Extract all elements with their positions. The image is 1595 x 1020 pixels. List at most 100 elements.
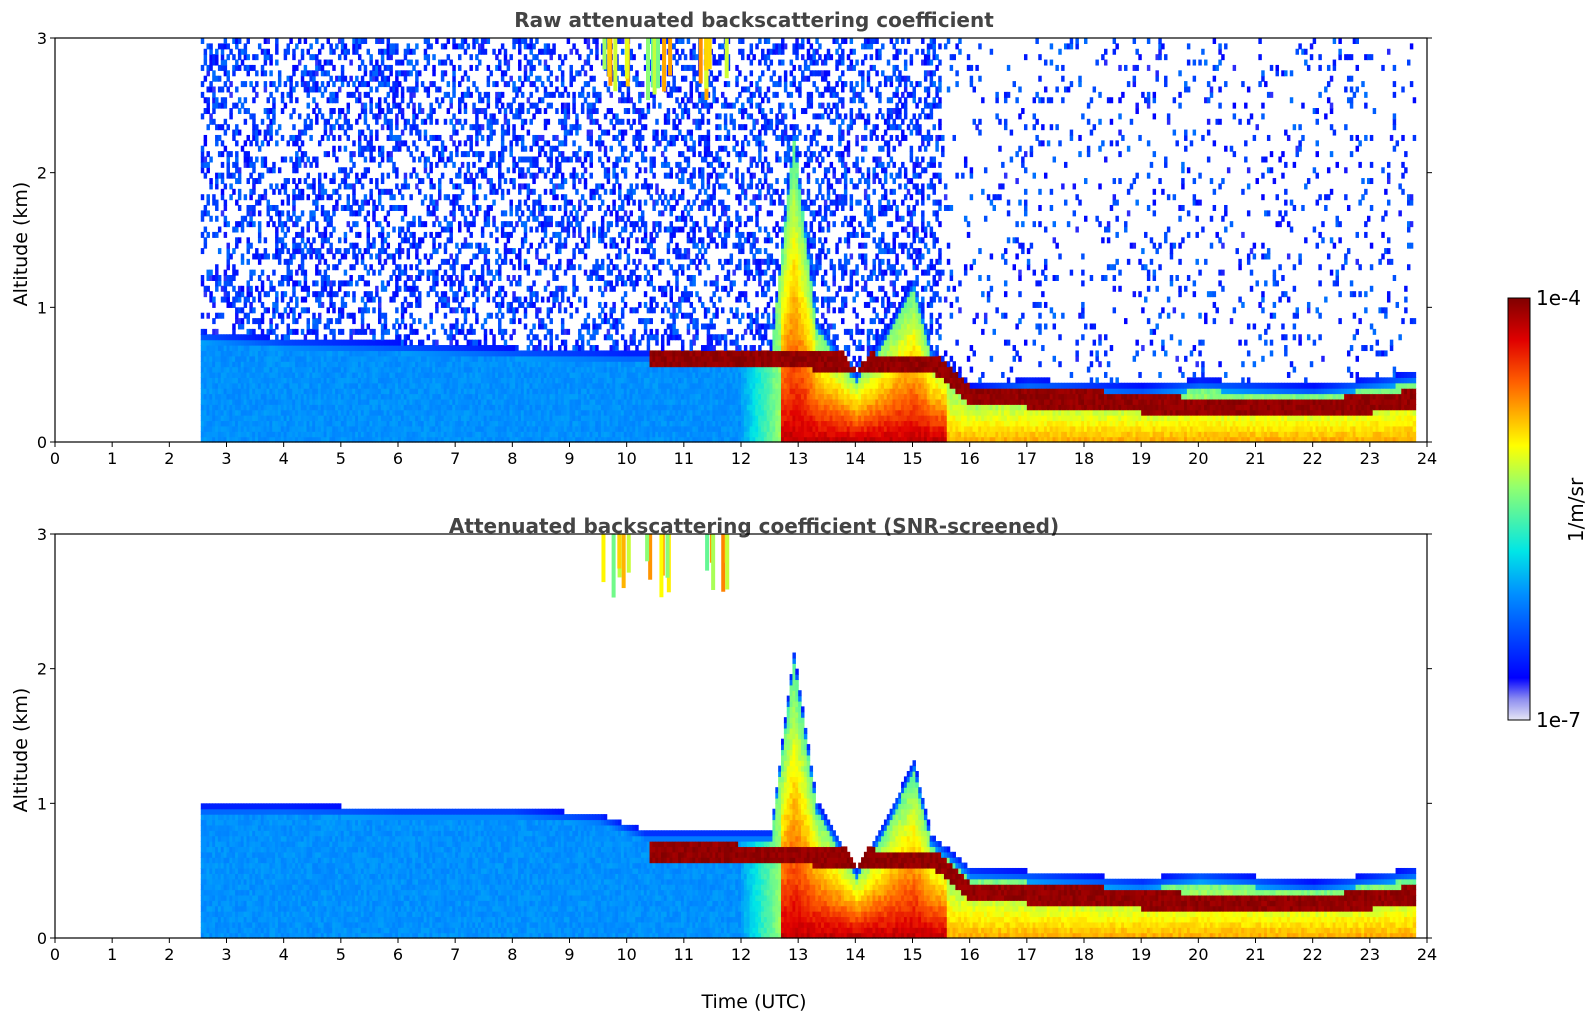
heatmap-cell bbox=[366, 377, 371, 384]
heatmap-cell bbox=[312, 371, 316, 378]
heatmap-cell bbox=[340, 371, 345, 378]
heatmap-cell bbox=[295, 409, 299, 416]
heatmap-cell bbox=[232, 285, 236, 292]
heatmap-cell bbox=[237, 178, 242, 185]
heatmap-cell bbox=[386, 231, 391, 238]
heatmap-cell bbox=[449, 388, 453, 395]
heatmap-cell bbox=[366, 248, 371, 255]
heatmap-cell bbox=[269, 280, 273, 287]
heatmap-cell bbox=[529, 415, 533, 422]
heatmap-cell bbox=[380, 226, 385, 233]
heatmap-cell bbox=[523, 312, 528, 319]
heatmap-cell bbox=[380, 172, 385, 179]
heatmap-cell bbox=[483, 328, 488, 335]
heatmap-cell bbox=[220, 436, 225, 443]
heatmap-cell bbox=[529, 70, 533, 77]
heatmap-cell bbox=[380, 377, 385, 384]
heatmap-cell bbox=[269, 420, 273, 427]
heatmap-cell bbox=[526, 183, 531, 190]
heatmap-cell bbox=[326, 393, 330, 400]
heatmap-cell bbox=[383, 237, 388, 244]
heatmap-cell bbox=[369, 194, 373, 201]
heatmap-cell bbox=[260, 382, 265, 389]
heatmap-cell bbox=[432, 371, 436, 378]
heatmap-cell bbox=[418, 361, 422, 368]
heatmap-cell bbox=[520, 172, 525, 179]
heatmap-cell bbox=[372, 355, 376, 362]
heatmap-cell bbox=[295, 388, 299, 395]
heatmap-cell bbox=[432, 398, 436, 405]
heatmap-cell bbox=[217, 345, 222, 352]
heatmap-cell bbox=[355, 242, 359, 249]
heatmap-cell bbox=[432, 425, 436, 432]
heatmap-cell bbox=[355, 398, 359, 405]
heatmap-cell bbox=[260, 377, 265, 384]
heatmap-cell bbox=[469, 409, 473, 416]
heatmap-cell bbox=[269, 355, 273, 362]
heatmap-cell bbox=[329, 425, 333, 432]
heatmap-cell bbox=[289, 81, 293, 88]
heatmap-cell bbox=[440, 258, 445, 265]
heatmap-cell bbox=[255, 318, 259, 325]
heatmap-cell bbox=[360, 59, 365, 66]
heatmap-cell bbox=[529, 145, 533, 152]
heatmap-cell bbox=[480, 393, 485, 400]
heatmap-cell bbox=[432, 54, 436, 61]
heatmap-cell bbox=[458, 183, 462, 190]
heatmap-cell bbox=[206, 312, 210, 319]
heatmap-cell bbox=[220, 334, 225, 341]
heatmap-cell bbox=[420, 398, 425, 405]
heatmap-cell bbox=[532, 388, 536, 395]
heatmap-cell bbox=[475, 118, 479, 125]
heatmap-cell bbox=[426, 91, 431, 98]
heatmap-cell bbox=[512, 291, 516, 298]
heatmap-cell bbox=[272, 307, 276, 314]
heatmap-cell bbox=[332, 425, 336, 432]
heatmap-cell bbox=[315, 70, 319, 77]
heatmap-cell bbox=[549, 264, 553, 271]
heatmap-cell bbox=[203, 393, 208, 400]
heatmap-cell bbox=[395, 124, 399, 131]
heatmap-cell bbox=[549, 215, 553, 222]
heatmap-cell bbox=[440, 388, 445, 395]
heatmap-cell bbox=[492, 48, 496, 55]
heatmap-cell bbox=[292, 420, 296, 427]
heatmap-cell bbox=[349, 393, 353, 400]
heatmap-cell bbox=[389, 296, 393, 303]
heatmap-cell bbox=[469, 371, 473, 378]
heatmap-cell bbox=[215, 388, 219, 395]
heatmap-cell bbox=[432, 366, 436, 373]
heatmap-cell bbox=[375, 382, 379, 389]
heatmap-cell bbox=[212, 91, 216, 98]
heatmap-cell bbox=[546, 382, 551, 389]
heatmap-cell bbox=[309, 43, 313, 50]
heatmap-cell bbox=[560, 366, 565, 373]
heatmap-cell bbox=[340, 296, 345, 303]
heatmap-cell bbox=[349, 334, 353, 341]
heatmap-cell bbox=[332, 350, 336, 357]
heatmap-cell bbox=[200, 38, 205, 44]
heatmap-cell bbox=[540, 296, 545, 303]
heatmap-cell bbox=[206, 108, 210, 115]
heatmap-cell bbox=[320, 431, 325, 438]
heatmap-cell bbox=[249, 436, 253, 443]
heatmap-cell bbox=[506, 167, 511, 174]
heatmap-cell bbox=[283, 54, 288, 61]
heatmap-cell bbox=[226, 43, 230, 50]
heatmap-cell bbox=[435, 350, 439, 357]
heatmap-cell bbox=[500, 172, 505, 179]
heatmap-cell bbox=[237, 371, 242, 378]
heatmap-cell bbox=[552, 361, 556, 368]
heatmap-cell bbox=[412, 156, 416, 163]
heatmap-cell bbox=[360, 323, 365, 330]
heatmap-cell bbox=[235, 226, 239, 233]
heatmap-cell bbox=[483, 194, 488, 201]
heatmap-cell bbox=[529, 382, 533, 389]
heatmap-cell bbox=[395, 425, 399, 432]
heatmap-cell bbox=[400, 404, 405, 411]
heatmap-cell bbox=[209, 275, 213, 281]
heatmap-cell bbox=[295, 377, 299, 384]
heatmap-cell bbox=[303, 355, 308, 362]
heatmap-cell bbox=[355, 231, 359, 238]
heatmap-cell bbox=[377, 436, 382, 443]
